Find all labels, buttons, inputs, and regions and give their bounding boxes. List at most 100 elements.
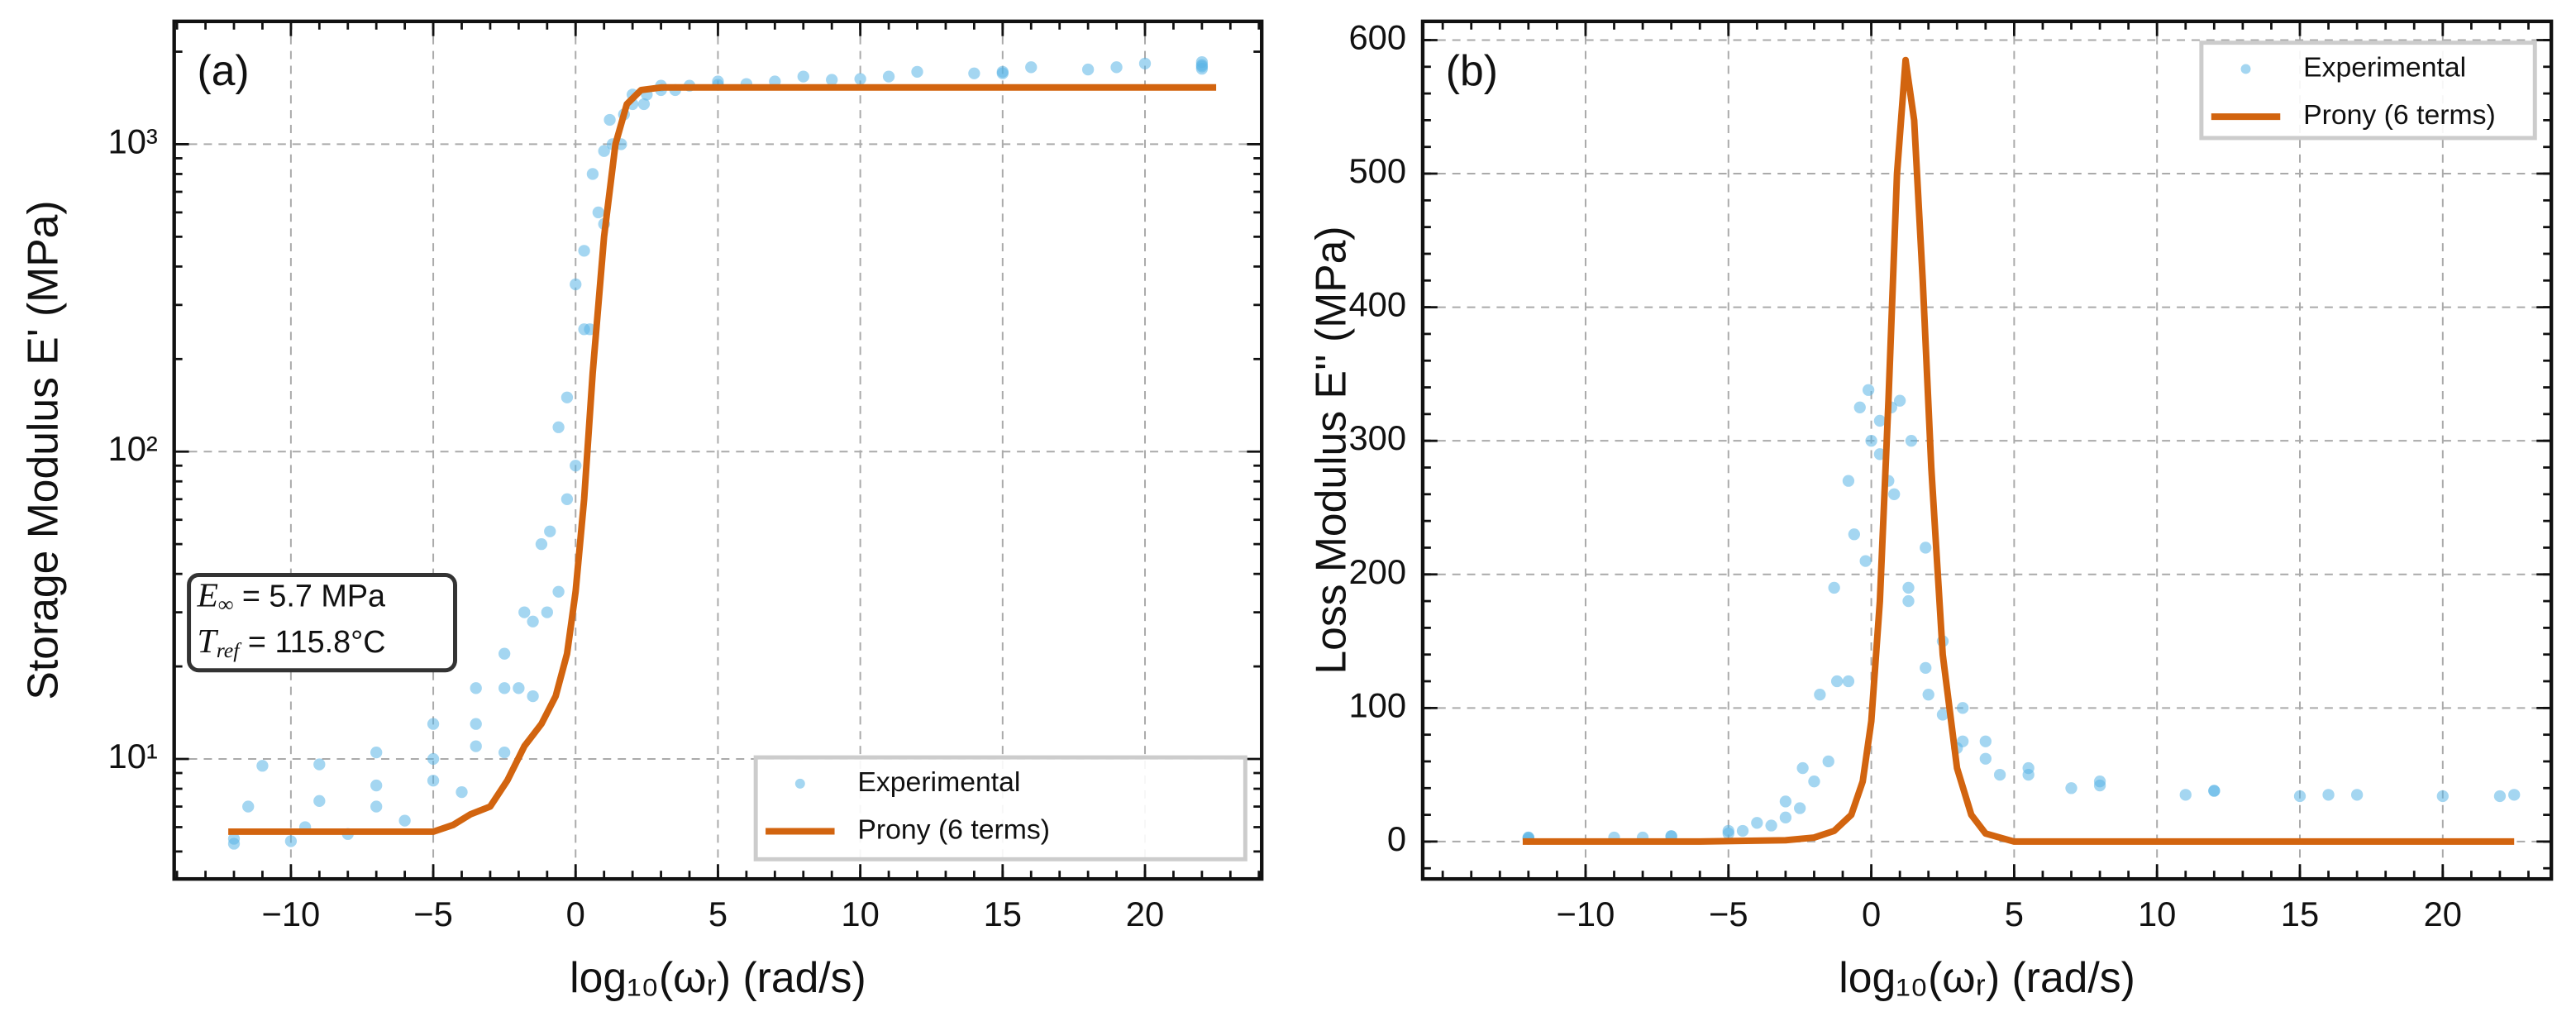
data-point: [570, 278, 582, 291]
data-point: [1808, 775, 1820, 788]
x-tick-label: −10: [261, 895, 320, 933]
data-point: [882, 70, 895, 83]
data-point: [1830, 675, 1844, 688]
x-tick-label: 10: [2138, 895, 2176, 933]
data-point: [552, 585, 565, 598]
data-point: [1842, 675, 1855, 688]
data-point: [552, 421, 565, 433]
data-point: [2293, 790, 2306, 803]
data-point: [1902, 581, 1915, 594]
x-tick-label: −5: [413, 895, 453, 933]
data-point: [2022, 761, 2035, 775]
y-tick-label: 10²: [108, 429, 158, 468]
panel: −10 −5 0 5 10 15 20 10¹ 10² 10³ (a) log₁₀(ωᵣ) (rad/…: [18, 19, 1264, 1001]
data-point: [513, 682, 525, 694]
data-point: [584, 323, 596, 336]
legend-label: Experimental: [857, 766, 1020, 798]
data-point: [561, 391, 574, 403]
data-point: [427, 752, 440, 766]
data-point: [427, 775, 440, 787]
data-point: [1025, 61, 1038, 74]
y-tick-label: 600: [1348, 17, 1406, 56]
data-point: [2208, 785, 2221, 797]
data-point: [570, 460, 582, 472]
data-point: [996, 67, 1009, 79]
data-point: [1736, 824, 1749, 838]
data-point: [1853, 401, 1866, 413]
data-point: [1848, 528, 1860, 541]
x-tick-label: 5: [2005, 895, 2024, 933]
data-point: [1794, 802, 1806, 814]
data-point: [499, 647, 511, 660]
data-point: [2179, 789, 2192, 801]
data-point: [2493, 790, 2507, 803]
y-tick-label: 200: [1348, 552, 1406, 591]
data-line: [228, 84, 1217, 835]
data-point: [499, 746, 511, 759]
data-point: [1859, 555, 1872, 567]
data-point: [592, 206, 604, 219]
data-point: [470, 740, 482, 752]
data-point: [470, 682, 482, 694]
data-point: [1722, 828, 1734, 840]
data-point: [1893, 394, 1906, 407]
plot-frame: [1420, 19, 2554, 881]
legend-marker: [2240, 64, 2251, 74]
data-point: [603, 113, 616, 126]
data-point: [1920, 542, 1932, 554]
data-point: [911, 65, 923, 79]
x-tick-label: −5: [1709, 895, 1748, 933]
data-point: [313, 758, 326, 771]
y-axis-label: Loss Modulus E'' (MPa): [1306, 226, 1354, 674]
annotation-value: = 5.7 MPa: [233, 578, 385, 613]
x-tick-label: 15: [984, 895, 1022, 933]
data-point: [456, 785, 468, 799]
legend-box: [753, 755, 1247, 861]
x-tick-label: 0: [1862, 895, 1881, 933]
annotation-text: E∞ = 5.7 MPa: [197, 576, 386, 616]
data-point: [398, 814, 411, 827]
data-point: [1865, 435, 1877, 447]
data-point: [527, 690, 539, 703]
y-tick-label: 10³: [108, 122, 158, 160]
data-point: [1888, 488, 1901, 500]
data-point: [1957, 702, 1969, 714]
data-point: [1796, 761, 1809, 775]
data-point: [518, 606, 531, 618]
y-tick-label: 500: [1348, 151, 1406, 190]
data-point: [2350, 789, 2364, 801]
data-point: [313, 795, 326, 807]
data-point: [1873, 414, 1887, 427]
data-point: [1765, 819, 1777, 832]
data-point: [427, 718, 440, 730]
annotation-subscript: ∞: [218, 592, 233, 616]
annotation-subscript: ref: [217, 638, 243, 662]
data-point: [470, 718, 482, 730]
data-point: [370, 800, 383, 813]
data-point: [586, 168, 599, 180]
data-point: [1936, 709, 1949, 721]
data-point: [284, 835, 298, 847]
data-point: [1922, 689, 1934, 701]
x-tick-label: 15: [2281, 895, 2319, 933]
y-tick-label: 100: [1348, 685, 1406, 724]
data-point: [370, 746, 383, 759]
data-point: [535, 537, 548, 551]
data-point: [527, 615, 539, 628]
data-point: [826, 74, 838, 86]
data-point: [1828, 581, 1840, 594]
legend-box: [2199, 41, 2537, 141]
data-point: [2508, 789, 2521, 801]
data-point: [637, 98, 651, 111]
legend-marker: [794, 778, 805, 789]
data-point: [499, 682, 511, 694]
data-point: [2322, 789, 2335, 801]
legend-label: Experimental: [2303, 51, 2466, 83]
data-point: [561, 493, 574, 505]
data-point: [1814, 689, 1826, 701]
annotation-text: Tref = 115.8°C: [198, 623, 386, 662]
y-tick-label: 0: [1387, 819, 1406, 858]
data-point: [1779, 811, 1792, 823]
